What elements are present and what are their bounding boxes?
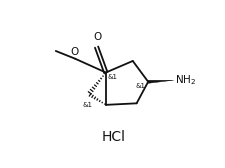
Text: &1: &1 xyxy=(107,74,117,80)
Polygon shape xyxy=(147,80,173,83)
Text: &1: &1 xyxy=(135,83,145,89)
Text: O: O xyxy=(93,32,101,43)
Text: &1: &1 xyxy=(82,102,92,108)
Text: HCl: HCl xyxy=(101,130,125,144)
Text: NH$_2$: NH$_2$ xyxy=(174,73,195,87)
Text: O: O xyxy=(70,47,78,57)
